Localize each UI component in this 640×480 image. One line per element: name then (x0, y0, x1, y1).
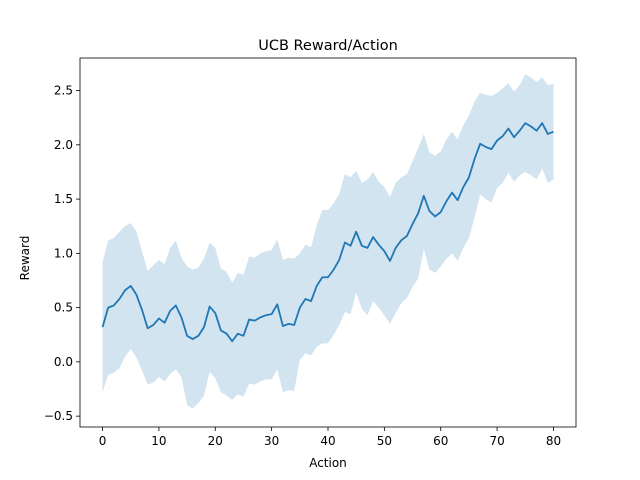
x-tick-label: 10 (151, 434, 166, 448)
x-tick-label: 40 (320, 434, 335, 448)
y-tick-label: 0.0 (54, 355, 73, 369)
x-tick-label: 70 (489, 434, 504, 448)
x-tick-label: 60 (433, 434, 448, 448)
x-tick-label: 20 (208, 434, 223, 448)
y-tick-label: 2.0 (54, 138, 73, 152)
x-tick-label: 50 (377, 434, 392, 448)
y-axis-label: Reward (18, 236, 32, 281)
y-axis: −0.5 0.0 0.5 1.0 1.5 2.0 2.5 (44, 84, 80, 423)
y-tick-label: 2.5 (54, 84, 73, 98)
chart-title: UCB Reward/Action (258, 38, 398, 54)
y-tick-label: 1.0 (54, 246, 73, 260)
x-tick-label: 80 (546, 434, 561, 448)
mean-reward-line (101, 122, 554, 343)
confidence-band (102, 74, 554, 409)
plot-area (101, 74, 554, 409)
x-axis: 0 10 20 30 40 50 60 70 80 (99, 427, 561, 448)
y-tick-label: 0.5 (54, 301, 73, 315)
x-tick-label: 0 (99, 434, 107, 448)
x-axis-label: Action (309, 456, 347, 470)
y-tick-label: 1.5 (54, 192, 73, 206)
x-tick-label: 30 (264, 434, 279, 448)
y-tick-label: −0.5 (44, 409, 73, 423)
